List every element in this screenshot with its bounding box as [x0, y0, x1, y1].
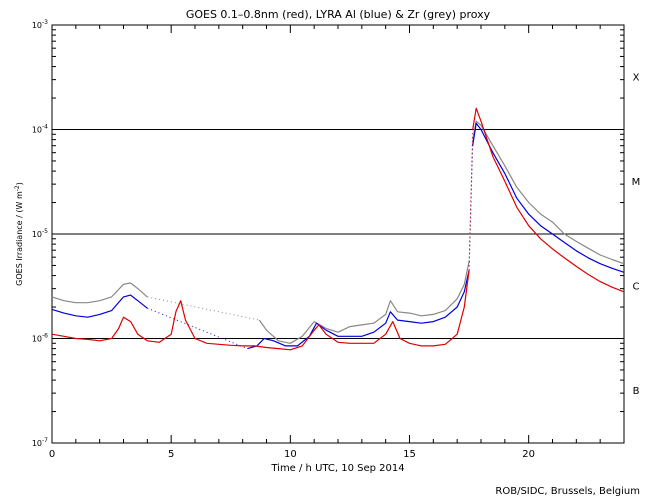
- x-tick-label-0: 0: [49, 449, 55, 460]
- series-0-segment-1: [258, 260, 470, 344]
- x-tick-label-4: 20: [522, 449, 535, 460]
- series-layer: [51, 107, 625, 351]
- chart-title: GOES 0.1–0.8nm (red), LYRA Al (blue) & Z…: [186, 8, 491, 21]
- flare-class-label-m: M: [632, 177, 641, 188]
- series-1-segment-0: [51, 294, 148, 318]
- series-0-segment-0: [51, 282, 148, 304]
- y-axis-label: GOES Irradiance / (W m-2): [14, 182, 24, 286]
- flare-class-lines: [52, 129, 624, 339]
- y-axis-label-main: GOES Irradiance / (W m: [15, 191, 24, 286]
- y-tick-label-4: 10-3: [32, 19, 48, 30]
- series-2-segment-0: [51, 270, 470, 351]
- x-tick-label-3: 15: [403, 449, 416, 460]
- flare-class-label-x: X: [633, 73, 640, 84]
- y-axis-label-close: ): [15, 182, 24, 185]
- y-tick-label-0: 10-7: [32, 437, 48, 448]
- y-axis-ticks: 10-7 10-6 10-5 10-4 10-3: [32, 19, 624, 448]
- x-axis-ticks: 0 5 10 15 20: [49, 25, 625, 460]
- y-axis-label-sup: -2: [14, 185, 21, 191]
- y-tick-label-2: 10-5: [32, 228, 48, 239]
- series-2-segment-1: [472, 107, 625, 293]
- series-0-gap-1: [468, 139, 474, 262]
- flare-class-label-b: B: [633, 386, 640, 397]
- x-tick-label-1: 5: [168, 449, 174, 460]
- series-1-segment-2: [472, 122, 625, 273]
- y-tick-label-3: 10-4: [32, 124, 48, 135]
- credit-text: ROB/SIDC, Brussels, Belgium: [495, 486, 640, 497]
- x-tick-label-2: 10: [284, 449, 297, 460]
- flare-class-labels: X M C B: [632, 73, 641, 397]
- flare-class-label-c: C: [633, 282, 640, 293]
- y-tick-label-1: 10-6: [32, 333, 48, 344]
- x-axis-label: Time / h UTC, 10 Sep 2014: [270, 463, 404, 474]
- series-1-segment-1: [247, 270, 470, 350]
